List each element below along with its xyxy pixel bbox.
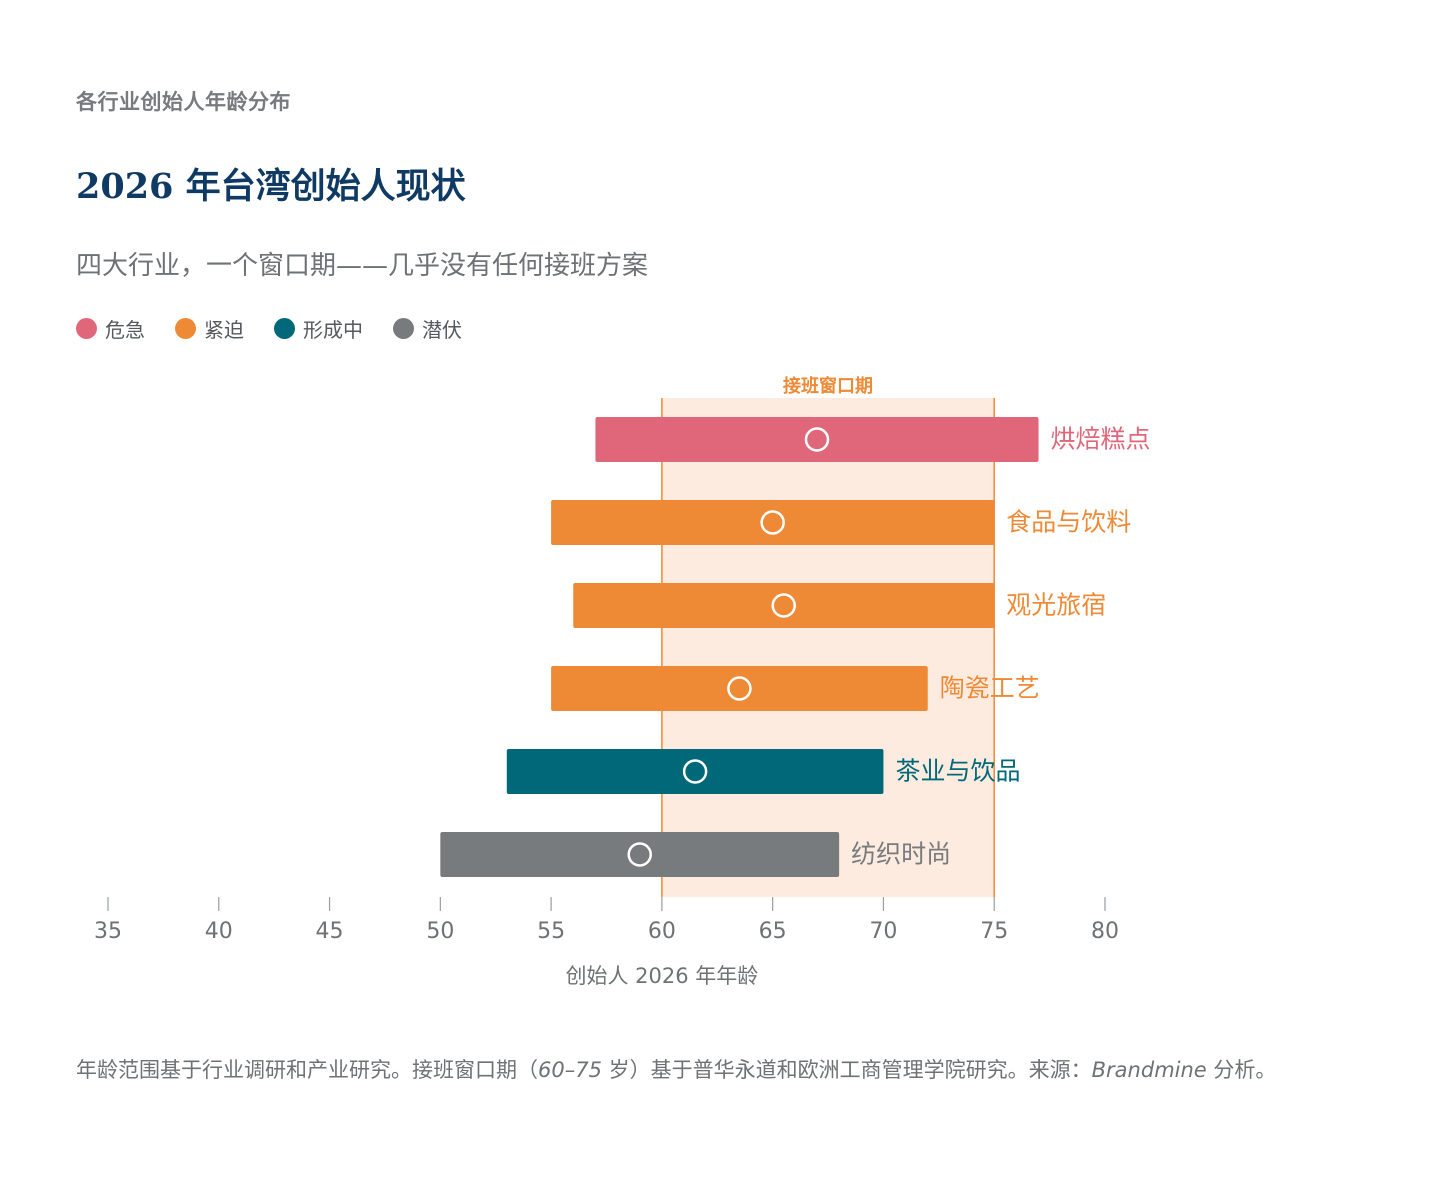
legend-dot-icon [393,318,414,339]
bar-label: 陶瓷工艺 [940,674,1040,703]
legend-label: 潜伏 [422,318,462,342]
x-tick-label: 70 [869,919,897,944]
range-bar [595,417,1039,462]
footnote: 年龄范围基于行业调研和产业研究。接班窗口期（60–75 岁）基于普华永道和欧洲工… [76,1054,1366,1087]
median-marker [682,759,708,784]
range-bar [551,500,995,545]
median-marker [804,427,830,452]
bar-label: 烘焙糕点 [1051,425,1151,454]
x-tick-label: 45 [316,919,344,944]
range-bar [573,583,995,628]
median-marker [760,510,785,535]
range-bar [440,832,840,877]
legend: 危急 紧迫 形成中 潜伏 [76,314,492,343]
bar-label: 食品与饮料 [1006,508,1131,537]
legend-label: 紧迫 [204,318,244,342]
range-bar [506,749,884,794]
footnote-text: 年龄范围基于行业调研和产业研究。接班窗口期（ [76,1058,538,1082]
x-tick-label: 35 [94,919,122,944]
legend-dot-icon [175,318,196,339]
median-marker [627,842,652,867]
chart-subtitle: 四大行业，一个窗口期——几乎没有任何接班方案 [76,251,649,281]
x-tick-label: 80 [1091,919,1119,944]
footnote-text: 岁）基于普华永道和欧洲工商管理学院研究。来源： [601,1058,1092,1082]
x-tick-label: 60 [648,919,676,944]
x-tick-label: 50 [426,919,454,944]
footnote-text: 分析。 [1206,1058,1277,1082]
bar-label: 茶业与饮品 [895,757,1020,786]
x-tick-label: 40 [205,919,233,944]
median-marker [771,593,796,618]
legend-item-latent: 潜伏 [393,314,462,343]
legend-item-forming: 形成中 [274,314,363,343]
x-tick-label: 75 [980,919,1008,944]
footnote-range: 60–75 [538,1058,602,1082]
chart-title: 2026 年台湾创始人现状 [76,166,466,207]
legend-dot-icon [76,318,97,339]
legend-item-urgent: 紧迫 [175,314,244,343]
x-tick-label: 55 [537,919,565,944]
x-axis-title: 创始人 2026 年年龄 [565,964,758,988]
window-label: 接班窗口期 [783,375,873,397]
eyebrow-heading: 各行业创始人年龄分布 [76,90,291,114]
median-marker [727,676,752,701]
legend-dot-icon [274,318,295,339]
legend-item-critical: 危急 [76,314,145,343]
x-tick-label: 65 [759,919,787,944]
legend-label: 危急 [105,318,145,342]
footnote-source: Brandmine [1091,1058,1207,1082]
legend-label: 形成中 [303,318,363,342]
bar-label: 观光旅宿 [1006,591,1106,620]
window-band [661,398,995,897]
range-bar [551,666,928,711]
bar-label: 纺织时尚 [851,840,951,869]
